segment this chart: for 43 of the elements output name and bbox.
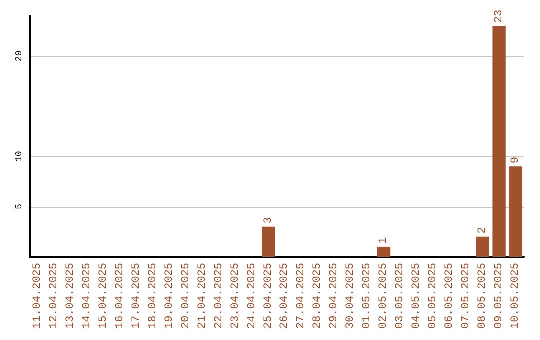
x-tick-label: 14.04.2025 — [82, 262, 94, 330]
x-tick-label: 08.05.2025 — [476, 262, 489, 330]
y-tick-label: 10 — [14, 151, 24, 162]
x-tick-label: 24.04.2025 — [246, 262, 258, 330]
x-tick-label: 23.04.2025 — [230, 262, 242, 330]
x-tick-label: 12.04.2025 — [48, 262, 61, 330]
bar — [509, 166, 522, 257]
x-tick-label: 02.05.2025 — [378, 262, 390, 330]
bar — [262, 226, 276, 257]
data-label: 9 — [510, 157, 522, 164]
x-tick-label: 10.05.2025 — [510, 262, 522, 330]
x-tick-label: 19.04.2025 — [164, 262, 176, 330]
x-tick-label: 04.05.2025 — [410, 262, 423, 330]
x-tick-label: 03.05.2025 — [394, 262, 406, 330]
data-label: 1 — [378, 236, 390, 244]
x-tick-label: 13.04.2025 — [65, 262, 78, 330]
y-tick-label: 5 — [14, 204, 24, 210]
x-tick-label: 25.04.2025 — [262, 262, 275, 330]
x-tick-label: 30.04.2025 — [345, 262, 358, 330]
x-tick-label: 28.04.2025 — [312, 262, 324, 330]
x-tick-label: 09.05.2025 — [493, 262, 506, 330]
x-tick-label: 17.04.2025 — [131, 262, 144, 330]
data-label: 3 — [262, 217, 275, 224]
x-tick-label: 20.04.2025 — [180, 262, 192, 330]
data-label: 23 — [493, 10, 506, 24]
x-tick-label: 26.04.2025 — [279, 262, 292, 330]
x-tick-label: 01.05.2025 — [362, 262, 374, 330]
x-tick-label: 07.05.2025 — [460, 262, 472, 330]
x-tick-label: 29.04.2025 — [328, 262, 341, 330]
y-tick-label: 20 — [14, 50, 24, 62]
x-tick-label: 16.04.2025 — [114, 262, 127, 330]
bar — [377, 246, 391, 257]
x-tick-label: 15.04.2025 — [98, 262, 110, 330]
x-tick-label: 22.04.2025 — [213, 262, 226, 330]
bar — [476, 236, 490, 257]
bar — [492, 26, 506, 257]
x-tick-label: 06.05.2025 — [444, 262, 456, 330]
x-tick-label: 27.04.2025 — [296, 262, 308, 330]
x-tick-label: 21.04.2025 — [196, 262, 209, 330]
x-tick-label: 18.04.2025 — [148, 262, 160, 330]
data-label: 2 — [476, 227, 489, 234]
x-tick-label: 05.05.2025 — [427, 262, 440, 330]
x-tick-label: 11.04.2025 — [32, 262, 44, 330]
